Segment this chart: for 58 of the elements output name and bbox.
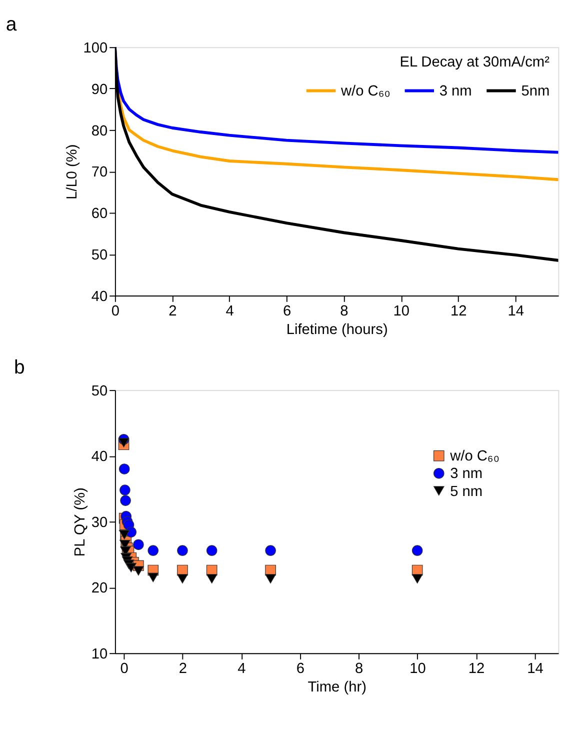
point (412, 574, 423, 584)
point (118, 464, 130, 474)
x-axis-title: Time (hr) (308, 680, 366, 696)
legend-label: 3 nm (439, 84, 472, 100)
y-axis-title: L/L0 (%) (64, 144, 80, 200)
x-tick-label: 10 (410, 661, 426, 678)
y-tick-label: 20 (91, 580, 108, 597)
y-tick-label: 80 (91, 123, 108, 140)
y-tick-label: 50 (91, 248, 108, 264)
point (265, 574, 276, 584)
chart-title: a (6, 14, 17, 36)
point (206, 574, 218, 584)
y-tick-label: 60 (91, 206, 108, 222)
x-tick-label: 10 (393, 304, 410, 320)
legend-label: w/o C₆₀ (340, 84, 390, 100)
x-tick-label: 2 (168, 304, 177, 320)
y-tick-label: 70 (91, 164, 108, 181)
y-tick-label: 40 (91, 449, 108, 466)
point (148, 545, 159, 556)
y-axis-title: PL QY (%) (72, 488, 89, 557)
point (206, 545, 218, 556)
point (120, 495, 131, 506)
x-tick-label: 12 (468, 661, 485, 678)
y-tick-label: 50 (91, 383, 108, 400)
y-tick-label: 10 (91, 646, 108, 662)
point (148, 572, 159, 582)
point (120, 484, 130, 496)
y-tick-label: 100 (83, 40, 108, 56)
point (177, 574, 188, 584)
legend-title: EL Decay at 30mA/cm² (400, 54, 550, 71)
x-tick-label: 8 (340, 304, 348, 320)
legend-label: 5nm (521, 84, 550, 100)
y-tick-label: 30 (91, 514, 108, 531)
point (126, 562, 137, 572)
x-tick-label: 14 (527, 661, 544, 678)
x-tick-label: 0 (120, 661, 128, 678)
y-tick-label: 90 (91, 82, 108, 98)
legend-label: 5 nm (450, 484, 483, 500)
chart-title: b (14, 356, 25, 378)
x-tick-label: 2 (178, 661, 188, 678)
x-tick-label: 6 (296, 661, 304, 678)
point (177, 545, 188, 556)
x-tick-label: 0 (111, 304, 120, 320)
legend-label: 3 nm (450, 466, 483, 482)
legend-label: w/o C₆₀ (449, 448, 500, 465)
point (412, 545, 423, 556)
x-tick-label: 12 (450, 304, 467, 320)
x-tick-label: 14 (508, 304, 524, 320)
y-tick-label: 40 (91, 288, 108, 305)
x-axis-title: Lifetime (hours) (286, 322, 388, 338)
x-tick-label: 6 (282, 304, 292, 320)
point (265, 545, 276, 556)
x-tick-label: 8 (355, 661, 364, 678)
point (133, 539, 144, 550)
x-tick-label: 4 (238, 661, 246, 678)
point (133, 566, 144, 576)
x-tick-label: 4 (226, 304, 234, 320)
point (118, 438, 130, 448)
